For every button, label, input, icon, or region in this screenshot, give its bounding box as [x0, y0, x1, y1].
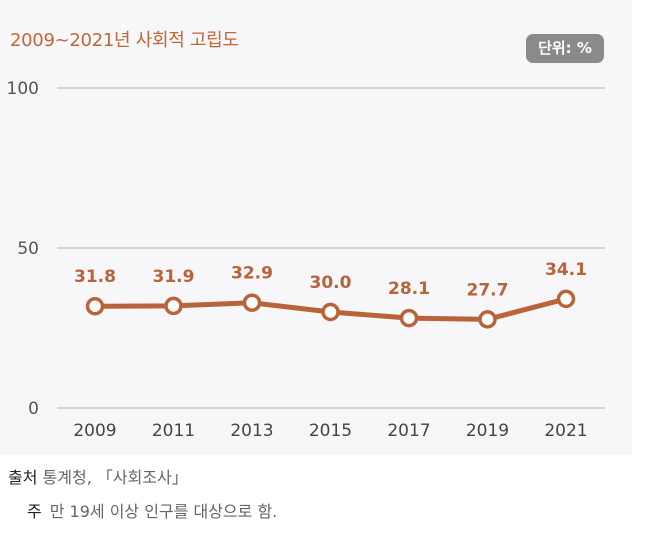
data-point-marker	[164, 296, 183, 316]
data-label: 31.8	[74, 267, 116, 287]
data-point-marker	[321, 302, 340, 322]
line-chart: 0 50 100 2009 2011 2013 2015 2017 2019 2021 31.8…	[7, 79, 605, 441]
x-axis-ticks: 2009 2011 2013 2015 2017 2019 2021	[73, 421, 587, 441]
chart-title: 2009~2021년 사회적 고립도	[10, 30, 239, 51]
x-tick-label: 2013	[230, 421, 273, 441]
data-label: 31.9	[153, 267, 195, 287]
source-heading: 출처	[8, 468, 38, 487]
x-tick-label: 2021	[544, 421, 587, 441]
data-label-layer: 31.8 31.9 32.9 30.0 28.1 27.7 34.1	[74, 260, 587, 300]
x-tick-label: 2019	[466, 421, 509, 441]
y-axis-ticks: 0 50 100	[7, 79, 39, 419]
data-label: 32.9	[231, 264, 273, 284]
grid-layer	[57, 87, 605, 409]
x-tick-label: 2009	[73, 421, 116, 441]
y-tick-label: 50	[17, 239, 39, 259]
chart-panel	[0, 0, 632, 455]
data-point-marker	[242, 293, 262, 312]
data-point-marker	[556, 289, 576, 309]
data-point-marker	[85, 296, 105, 316]
x-tick-label: 2011	[152, 421, 195, 441]
y-tick-label: 100	[7, 79, 39, 99]
marker-layer	[85, 289, 576, 329]
unit-badge: 단위: %	[526, 34, 604, 63]
note-line: 주 만 19세 이상 인구를 대상으로 함.	[27, 498, 277, 522]
data-point-marker	[399, 308, 419, 328]
x-tick-label: 2017	[387, 421, 430, 441]
note-heading: 주	[27, 502, 42, 521]
data-label: 28.1	[388, 279, 430, 299]
x-tick-label: 2015	[309, 421, 352, 441]
data-label: 27.7	[467, 280, 509, 300]
y-tick-label: 0	[28, 399, 39, 419]
data-label: 30.0	[310, 273, 352, 293]
note-text: 만 19세 이상 인구를 대상으로 함.	[49, 502, 278, 521]
source-text: 통계청, 「사회조사」	[42, 468, 188, 487]
data-point-marker	[478, 310, 497, 329]
data-label: 34.1	[545, 260, 587, 280]
source-line: 출처 통계청, 「사회조사」	[8, 464, 188, 488]
